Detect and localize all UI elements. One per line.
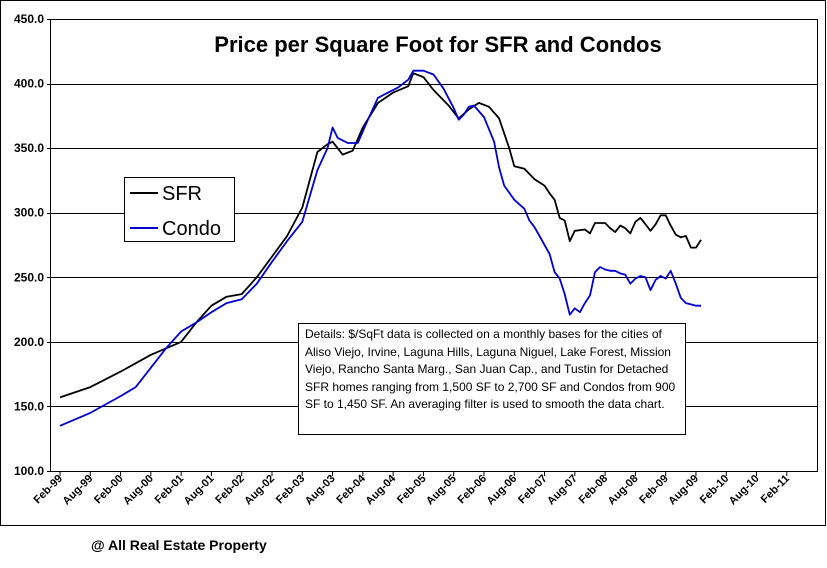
details-annotation: Details: $/SqFt data is collected on a m…	[298, 323, 686, 435]
legend-label-condo: Condo	[162, 218, 221, 240]
y-tick-label: 450.0	[14, 12, 44, 26]
y-tick-label: 100.0	[14, 464, 44, 478]
y-tick-label: 300.0	[14, 206, 44, 220]
legend-label-sfr: SFR	[162, 183, 202, 205]
chart-title: Price per Square Foot for SFR and Condos	[214, 32, 661, 57]
y-axis-ticks: 450.0 400.0 350.0 300.0 250.0 200.0 150.0 100.0	[14, 12, 51, 478]
y-tick-label: 350.0	[14, 141, 44, 155]
series-line-condo	[59, 69, 701, 427]
credit-text: @ All Real Estate Property	[91, 537, 267, 553]
y-tick-label: 250.0	[14, 270, 44, 284]
y-tick-label: 200.0	[14, 335, 44, 349]
series-lines	[59, 69, 702, 427]
y-tick-label: 150.0	[14, 399, 44, 413]
series-line-sfr	[59, 72, 702, 399]
y-tick-label: 400.0	[14, 77, 44, 91]
legend: SFR Condo	[124, 177, 235, 242]
legend-box	[124, 177, 235, 242]
